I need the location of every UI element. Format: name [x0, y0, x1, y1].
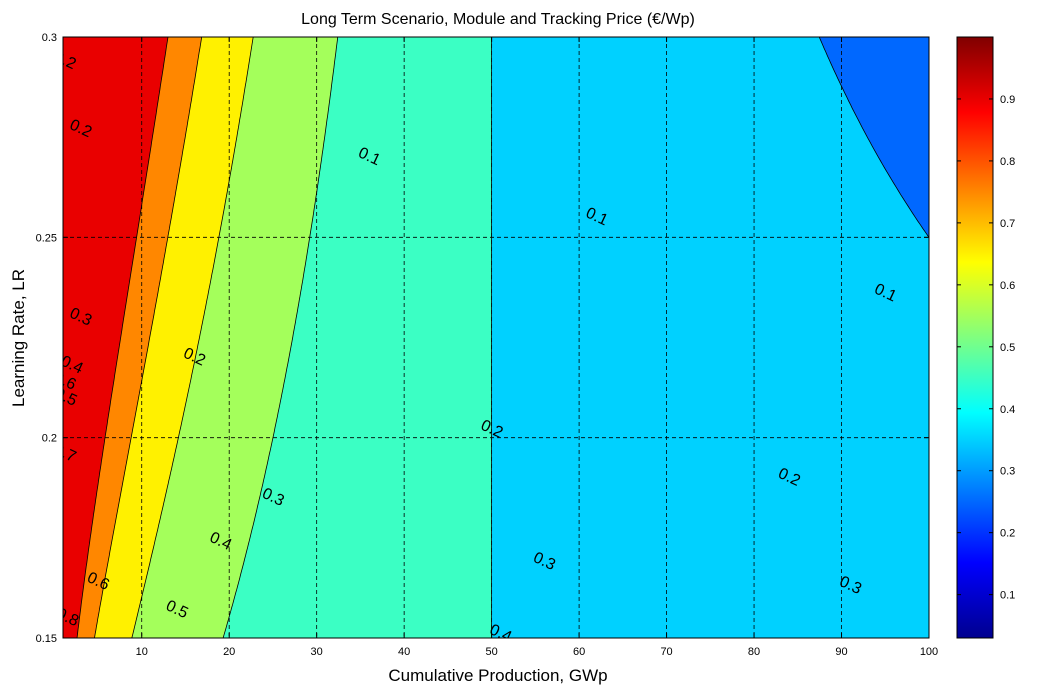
colorbar: 0.1 0.2 0.3 0.4 0.5 0.6 0.7 0.8 0.9 [956, 36, 1015, 639]
x-tick-label: 60 [573, 646, 585, 658]
colorbar-tick-label: 0.8 [1000, 156, 1015, 168]
colorbar-tick-label: 0.6 [1000, 280, 1015, 292]
x-tick-label: 40 [398, 646, 410, 658]
colorbar-gradient [956, 36, 994, 639]
x-tick-label: 50 [486, 646, 498, 658]
y-tick-label: 0.25 [36, 232, 57, 244]
contour-label: 0.8 [54, 605, 81, 630]
contour-line [76, 37, 169, 638]
x-tick-label: 100 [920, 646, 938, 658]
y-tick-label: 0.2 [42, 433, 57, 445]
contour-line [131, 37, 254, 638]
x-tick-label: 80 [748, 646, 760, 658]
colorbar-tick-label: 0.4 [1000, 404, 1015, 416]
contour-line [818, 37, 929, 239]
x-axis-ticks: 10 20 30 40 50 60 70 80 90 100 [136, 37, 938, 658]
colorbar-tick-label: 0.5 [1000, 342, 1015, 354]
contour-label: 0.4 [58, 353, 85, 378]
contour-line [222, 37, 339, 638]
colorbar-ticks: 0.1 0.2 0.3 0.4 0.5 0.6 0.7 0.8 0.9 [957, 94, 1015, 602]
y-axis-label: Learning Rate, LR [9, 269, 28, 407]
plot-area: 0.10.10.10.20.20.20.20.30.30.30.30.40.40… [54, 36, 930, 639]
y-axis-ticks: 0.15 0.2 0.25 0.3 [36, 32, 929, 645]
x-tick-label: 20 [223, 646, 235, 658]
grid-lines [63, 37, 929, 638]
x-axis-label: Cumulative Production, GWp [388, 666, 607, 685]
chart-title: Long Term Scenario, Module and Tracking … [301, 11, 695, 28]
contour-bands [63, 37, 929, 638]
colorbar-tick-label: 0.9 [1000, 94, 1015, 106]
colorbar-tick-label: 0.2 [1000, 528, 1015, 540]
x-tick-label: 30 [311, 646, 323, 658]
y-tick-label: 0.15 [36, 633, 57, 645]
plot-frame [62, 36, 930, 639]
x-tick-label: 10 [136, 646, 148, 658]
y-tick-label: 0.3 [42, 32, 57, 44]
colorbar-tick-label: 0.3 [1000, 466, 1015, 478]
contour-line [94, 37, 203, 638]
colorbar-tick-label: 0.1 [1000, 590, 1015, 602]
colorbar-tick-label: 0.7 [1000, 218, 1015, 230]
x-tick-label: 90 [835, 646, 847, 658]
x-tick-label: 70 [660, 646, 672, 658]
